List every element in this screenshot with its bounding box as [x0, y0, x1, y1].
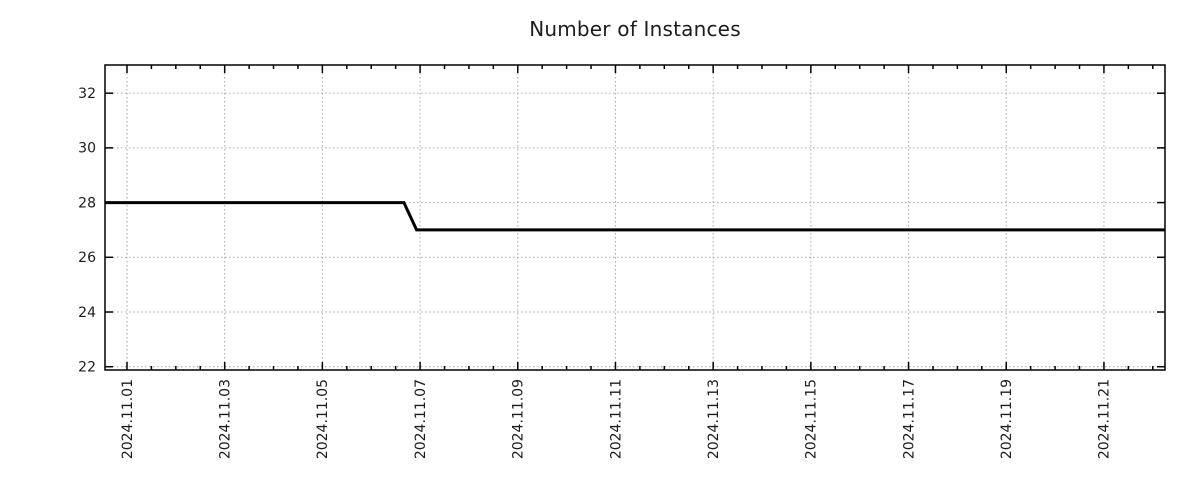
- chart-title: Number of Instances: [529, 17, 741, 41]
- plot-border: [104, 64, 1166, 371]
- y-tick-label: 26: [78, 250, 96, 266]
- y-tick-label: 32: [78, 86, 96, 102]
- x-tick-labels: 2024.11.01 2024.11.03 2024.11.05 2024.11.07…: [120, 379, 1113, 459]
- y-tick-label: 28: [78, 195, 96, 211]
- y-tick-label: 22: [78, 359, 96, 375]
- x-tick-label: 2024.11.01: [120, 379, 136, 459]
- x-tick-label: 2024.11.19: [999, 379, 1015, 459]
- x-tick-label: 2024.11.09: [511, 379, 527, 459]
- y-tick-labels: 22 24 26 28 30 32: [78, 86, 96, 376]
- x-tick-label: 2024.11.03: [217, 379, 233, 459]
- x-tick-label: 2024.11.07: [413, 379, 429, 459]
- series-line-instances: [105, 201, 1165, 232]
- x-tick-label: 2024.11.13: [706, 379, 722, 459]
- x-tick-label: 2024.11.05: [315, 379, 331, 459]
- gridlines: [105, 65, 1165, 370]
- x-tick-label: 2024.11.15: [804, 379, 820, 459]
- axis-ticks: [105, 65, 1165, 370]
- y-tick-label: 30: [78, 141, 96, 157]
- x-tick-label: 2024.11.11: [608, 379, 624, 459]
- x-tick-label: 2024.11.21: [1097, 379, 1113, 459]
- x-tick-label: 2024.11.17: [901, 379, 917, 459]
- y-tick-label: 24: [78, 305, 96, 321]
